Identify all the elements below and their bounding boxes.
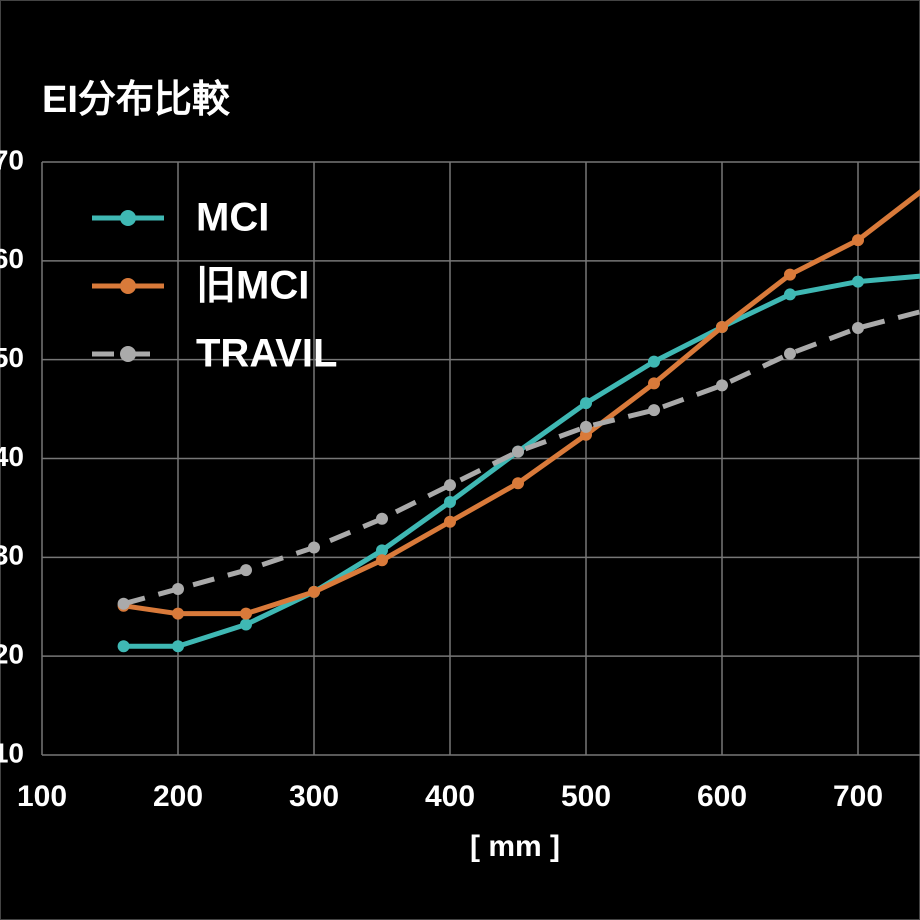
point <box>784 288 796 301</box>
x-tick-label: 200 <box>153 780 203 813</box>
chart-title: EI分布比較 <box>42 79 231 121</box>
point <box>308 585 320 598</box>
legend-marker <box>120 210 136 226</box>
point <box>784 347 796 360</box>
point <box>240 607 252 620</box>
x-axis-label: [ mm ] <box>470 830 560 863</box>
x-tick-label: 300 <box>289 780 339 813</box>
point <box>444 479 456 492</box>
legend-label: TRAVIL <box>196 332 337 376</box>
point <box>172 582 184 595</box>
point <box>648 355 660 368</box>
point <box>852 275 864 288</box>
y-tick-label: 40 <box>0 441 24 472</box>
point <box>444 515 456 528</box>
point <box>512 477 524 490</box>
point <box>240 618 252 631</box>
point <box>580 420 592 433</box>
point <box>784 268 796 281</box>
x-tick-label: 500 <box>561 780 611 813</box>
x-tick-label: 700 <box>833 780 883 813</box>
point <box>376 544 388 557</box>
point <box>444 495 456 508</box>
point <box>240 564 252 577</box>
point <box>117 640 130 653</box>
x-tick-label: 400 <box>425 780 475 813</box>
y-tick-label: 50 <box>0 342 24 373</box>
y-tick-label: 70 <box>0 144 24 175</box>
point <box>648 377 660 390</box>
point <box>852 234 864 247</box>
point <box>117 597 130 610</box>
point <box>580 397 592 410</box>
point <box>172 640 184 653</box>
point <box>376 554 388 567</box>
legend-label: MCI <box>196 196 269 240</box>
point <box>648 404 660 417</box>
legend-marker <box>120 278 136 294</box>
x-tick-label: 600 <box>697 780 747 813</box>
point <box>716 379 728 392</box>
point <box>172 607 184 620</box>
point <box>852 322 864 335</box>
y-tick-label: 10 <box>0 737 24 768</box>
legend-marker <box>120 346 136 362</box>
point <box>308 541 320 554</box>
legend-label: 旧MCI <box>196 264 309 308</box>
y-tick-label: 20 <box>0 639 24 670</box>
point <box>716 321 728 334</box>
y-tick-label: 30 <box>0 540 24 571</box>
y-tick-label: 60 <box>0 243 24 274</box>
x-tick-label: 100 <box>17 780 67 813</box>
point <box>512 445 524 458</box>
point <box>376 512 388 525</box>
